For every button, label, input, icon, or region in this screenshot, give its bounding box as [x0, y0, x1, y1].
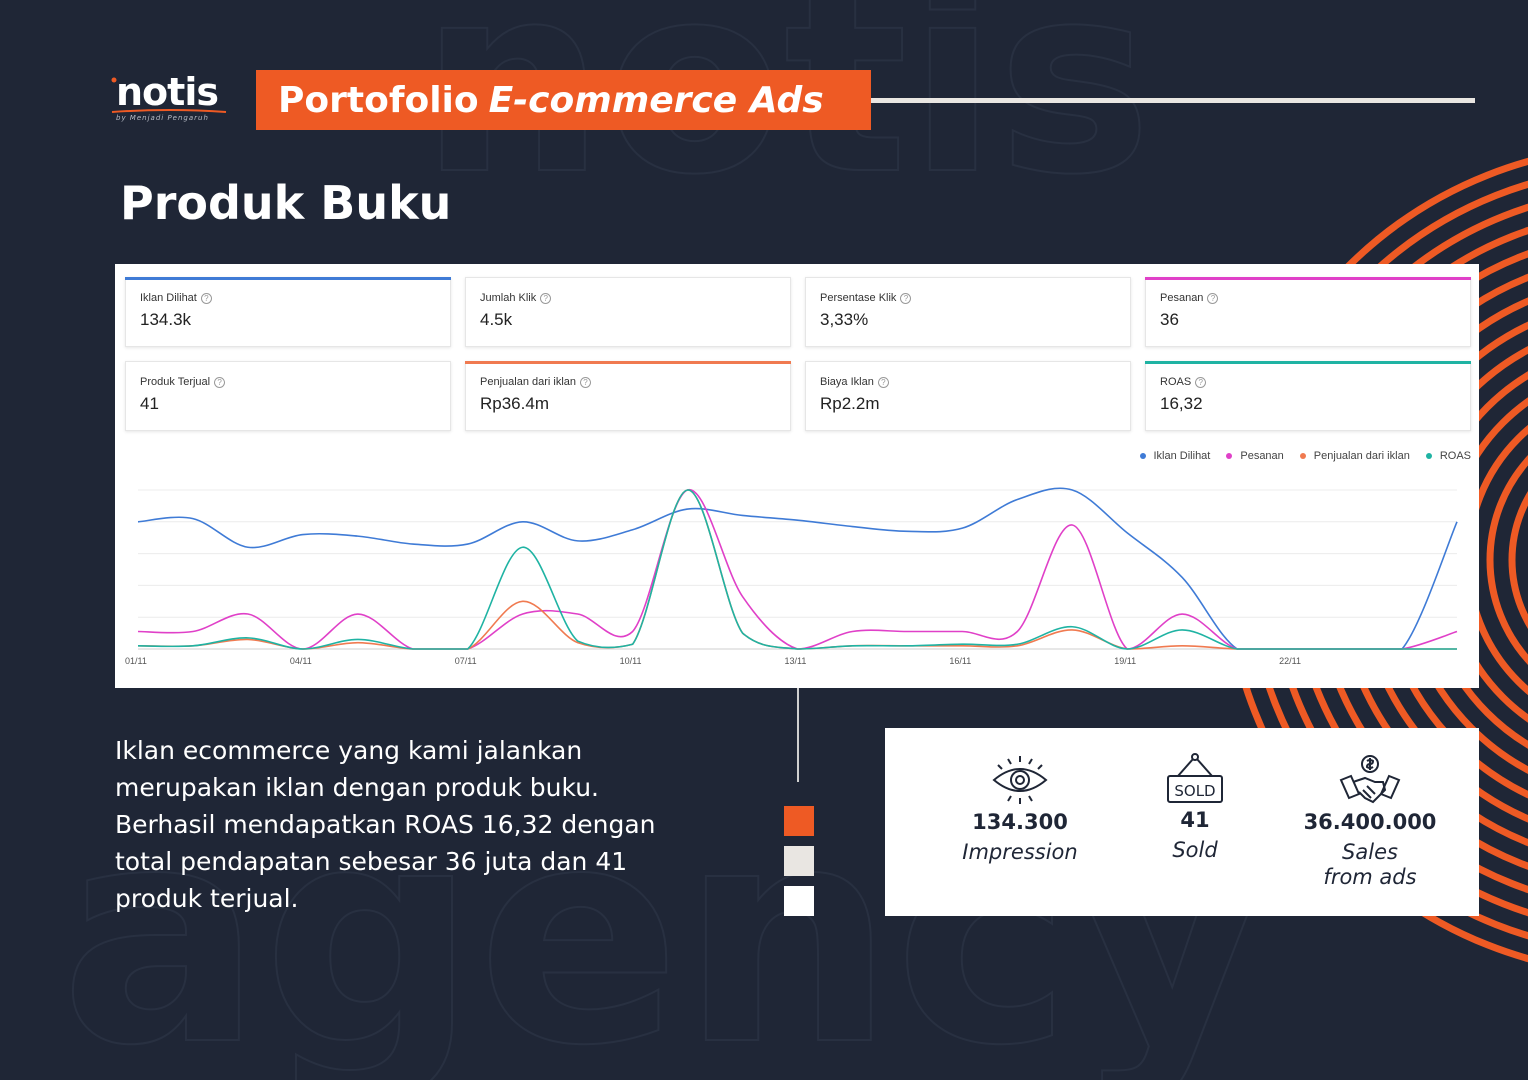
kpi-label-row: Produk Terjual? — [140, 376, 450, 388]
legend-label: Penjualan dari iklan — [1313, 450, 1410, 462]
eye-icon — [992, 756, 1048, 804]
kpi-card-accent — [465, 361, 791, 364]
legend-label: ROAS — [1439, 450, 1471, 462]
kpi-label-row: ROAS? — [1160, 376, 1470, 388]
question-circle-icon[interactable]: ? — [200, 292, 212, 304]
color-swatch-white — [784, 886, 814, 916]
x-tick-label: 07/11 — [455, 656, 477, 666]
kpi-value: 3,33% — [820, 310, 869, 329]
decor-ring — [1508, 491, 1528, 629]
series-line[interactable] — [137, 487, 1458, 650]
title-plain: Portofolio — [278, 79, 479, 121]
chart-legend: Iklan Dilihat Pesanan Penjualan dari ikl… — [1124, 450, 1471, 462]
kpi-value: 36 — [1160, 310, 1179, 329]
x-tick-label: 19/11 — [1114, 656, 1136, 666]
kpi-card[interactable]: Jumlah Klik? 4.5k — [465, 277, 791, 347]
stat-number: 134.300 — [972, 810, 1068, 834]
connector-line — [797, 688, 799, 782]
series-line[interactable] — [137, 489, 1457, 650]
brand-logo: notis by Menjadi Pengaruh — [110, 70, 230, 130]
stat-sales: 36.400.000 Sales from ads — [1280, 728, 1460, 890]
x-tick-label: 01/11 — [125, 656, 147, 666]
stat-impression: 134.300 Impression — [930, 728, 1110, 865]
sold-sign-icon: SOLD — [1167, 753, 1223, 803]
title-banner: Portofolio E-commerce Ads — [256, 70, 871, 130]
color-swatch-orange — [784, 806, 814, 836]
legend-item[interactable]: Pesanan — [1226, 450, 1284, 462]
x-tick-label: 16/11 — [949, 656, 971, 666]
x-tick-label: 10/11 — [620, 656, 642, 666]
legend-label: Iklan Dilihat — [1153, 450, 1211, 462]
kpi-label-row: Jumlah Klik? — [480, 292, 790, 304]
decor-ring — [1486, 455, 1528, 665]
question-circle-icon[interactable]: ? — [214, 376, 226, 388]
kpi-card[interactable]: Produk Terjual? 41 — [125, 361, 451, 431]
kpi-card[interactable]: Iklan Dilihat? 134.3k — [125, 277, 451, 347]
kpi-label: Iklan Dilihat — [140, 292, 197, 304]
question-circle-icon[interactable]: ? — [1207, 292, 1219, 304]
kpi-card[interactable]: Persentase Klik? 3,33% — [805, 277, 1131, 347]
series-line[interactable] — [137, 489, 1457, 650]
line-chart: 01/11 04/11 07/11 10/11 13/11 16/11 19/11 22/11 — [125, 487, 1458, 666]
logo-tagline: by Menjadi Pengaruh — [116, 114, 209, 122]
x-tick-label: 22/11 — [1279, 656, 1301, 666]
kpi-label: Biaya Iklan — [820, 376, 874, 388]
kpi-card[interactable]: Biaya Iklan? Rp2.2m — [805, 361, 1131, 431]
kpi-label: ROAS — [1160, 376, 1192, 388]
legend-item[interactable]: Penjualan dari iklan — [1299, 450, 1410, 462]
kpi-value: Rp36.4m — [480, 394, 549, 413]
color-swatch-light — [784, 846, 814, 876]
kpi-card[interactable]: Pesanan? 36 — [1145, 277, 1471, 347]
kpi-card-accent — [1145, 361, 1471, 364]
kpi-label: Pesanan — [1160, 292, 1204, 304]
header-divider — [871, 98, 1475, 103]
kpi-label-row: Biaya Iklan? — [820, 376, 1130, 388]
dashboard-panel: Iklan Dilihat? 134.3k Jumlah Klik? 4.5k Pers… — [115, 264, 1479, 688]
kpi-label: Penjualan dari iklan — [480, 376, 577, 388]
question-circle-icon[interactable]: ? — [540, 292, 552, 304]
question-circle-icon[interactable]: ? — [900, 292, 912, 304]
kpi-card-accent — [125, 277, 451, 280]
kpi-label-row: Pesanan? — [1160, 292, 1470, 304]
title-italic: E-commerce Ads — [488, 79, 824, 121]
kpi-value: 4.5k — [480, 310, 513, 329]
stat-caption-line2: from ads — [1323, 865, 1417, 889]
kpi-value: 16,32 — [1160, 394, 1203, 413]
question-circle-icon[interactable]: ? — [1195, 376, 1207, 388]
logo-spark-icon — [111, 77, 117, 83]
sold-sign-text: SOLD — [1174, 782, 1215, 800]
kpi-value: Rp2.2m — [820, 394, 880, 413]
kpi-card[interactable]: Penjualan dari iklan? Rp36.4m — [465, 361, 791, 431]
question-circle-icon[interactable]: ? — [877, 376, 889, 388]
kpi-value: 134.3k — [140, 310, 192, 329]
section-title: Produk Buku — [120, 176, 452, 230]
kpi-label: Produk Terjual — [140, 376, 211, 388]
legend-item[interactable]: Iklan Dilihat — [1139, 450, 1211, 462]
question-circle-icon[interactable]: ? — [580, 376, 592, 388]
kpi-label: Persentase Klik — [820, 292, 897, 304]
x-tick-label: 04/11 — [290, 656, 312, 666]
stat-number: 41 — [1180, 808, 1210, 832]
handshake-money-icon — [1339, 755, 1401, 804]
stat-caption: Sold — [1172, 838, 1218, 862]
kpi-label-row: Iklan Dilihat? — [140, 292, 450, 304]
stat-caption: Impression — [962, 840, 1078, 864]
kpi-label-row: Persentase Klik? — [820, 292, 1130, 304]
legend-label: Pesanan — [1240, 450, 1284, 462]
logo-wordmark: notis — [116, 70, 219, 114]
logo-swoosh-icon — [111, 109, 227, 113]
description-text: Iklan ecommerce yang kami jalankan merup… — [115, 736, 656, 913]
legend-item[interactable]: ROAS — [1425, 450, 1471, 462]
kpi-card-accent — [1145, 277, 1471, 280]
stat-caption: Sales — [1342, 840, 1398, 864]
kpi-label-row: Penjualan dari iklan? — [480, 376, 790, 388]
stats-panel: 134.300 Impression SOLD 41 Sold 36. — [885, 728, 1479, 916]
kpi-card[interactable]: ROAS? 16,32 — [1145, 361, 1471, 431]
stat-number: 36.400.000 — [1303, 810, 1437, 834]
kpi-value: 41 — [140, 394, 159, 413]
x-tick-label: 13/11 — [785, 656, 807, 666]
series-line[interactable] — [137, 489, 1458, 650]
stat-sold: SOLD 41 Sold — [1105, 728, 1285, 863]
kpi-label: Jumlah Klik — [480, 292, 537, 304]
